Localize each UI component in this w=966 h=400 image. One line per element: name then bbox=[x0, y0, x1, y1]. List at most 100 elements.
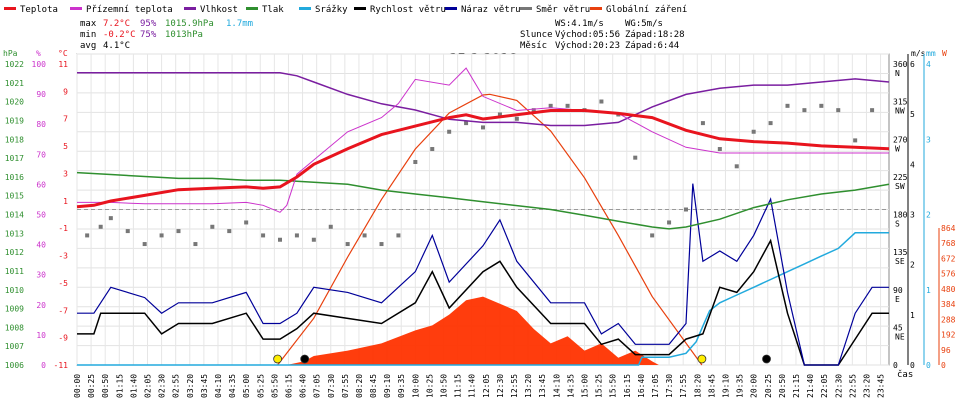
legend-label-6: Náraz větru bbox=[461, 5, 521, 15]
info-sun-rise: Východ:05:56 bbox=[555, 30, 620, 40]
x-tick-label: 16:15 bbox=[623, 374, 632, 398]
x-tick-label: 05:50 bbox=[270, 374, 279, 398]
wind-direction-point bbox=[362, 233, 367, 238]
y-tick-dir-label: E bbox=[895, 295, 900, 304]
plot-area bbox=[76, 67, 890, 366]
wind-direction-point bbox=[278, 237, 282, 242]
y-tick-hpa: 1013 bbox=[5, 229, 24, 238]
y-tick-pct: 100 bbox=[32, 60, 47, 69]
y-tick-hpa: 1009 bbox=[5, 305, 24, 314]
x-tick-label: 14:35 bbox=[566, 374, 575, 398]
y-tick-w: 864 bbox=[941, 224, 956, 233]
y-tick-temp: -11 bbox=[54, 361, 69, 370]
wind-direction-point bbox=[345, 242, 350, 247]
y-tick-ms: 1 bbox=[910, 311, 915, 320]
y-unit-ms: m/s bbox=[911, 49, 926, 58]
series-vlhkost bbox=[77, 71, 890, 127]
y-tick-hpa: 1014 bbox=[5, 211, 24, 220]
y-tick-w: 96 bbox=[941, 346, 951, 355]
stat-max-rain: 1.7mm bbox=[226, 19, 253, 29]
stat-max-temp: 7.2°C bbox=[103, 19, 130, 29]
y-unit-pct: % bbox=[36, 49, 41, 58]
x-tick-label: 15:00 bbox=[581, 374, 590, 398]
marker-moonset bbox=[300, 354, 310, 364]
x-tick-label: 03:20 bbox=[186, 374, 195, 398]
wind-direction-point bbox=[159, 233, 164, 238]
y-tick-pct: 70 bbox=[36, 150, 46, 159]
x-tick-label: 15:25 bbox=[595, 374, 604, 398]
wind-direction-point bbox=[836, 108, 841, 113]
y-tick-dir-label: N bbox=[895, 69, 900, 78]
x-tick-label: 05:25 bbox=[256, 374, 265, 398]
x-tick-label: 17:55 bbox=[679, 374, 688, 398]
wind-direction-point bbox=[328, 224, 333, 229]
series-p-zemn-teplota bbox=[77, 67, 889, 213]
x-tick-label: 11:40 bbox=[468, 374, 477, 398]
marker-sunset bbox=[697, 354, 707, 364]
series-rychlost-v-tru bbox=[77, 238, 889, 366]
wind-direction-point bbox=[294, 233, 299, 238]
y-unit-hpa: hPa bbox=[3, 49, 18, 58]
y-tick-w: 480 bbox=[941, 285, 956, 294]
series-teplota bbox=[76, 109, 890, 209]
y-tick-w: 288 bbox=[941, 315, 956, 324]
wind-direction-point bbox=[193, 242, 198, 247]
stats-block: max 7.2°C 95% 1015.9hPa 1.7mm min -0.2°C… bbox=[80, 19, 253, 51]
y-tick-dir: 315 bbox=[893, 98, 908, 107]
y-tick-dir: 270 bbox=[893, 135, 908, 144]
wind-direction-point bbox=[548, 103, 553, 108]
series-n-raz-v-tru bbox=[77, 183, 889, 366]
x-tick-label: 07:05 bbox=[313, 374, 322, 398]
x-tick-label: 18:20 bbox=[693, 374, 702, 398]
grid bbox=[76, 53, 889, 366]
y-unit-mm: mm bbox=[926, 49, 936, 58]
wind-direction-point bbox=[853, 138, 858, 143]
wind-direction-point bbox=[108, 216, 113, 221]
x-tick-label: 02:05 bbox=[143, 374, 152, 398]
y-tick-hpa: 1018 bbox=[5, 135, 24, 144]
y-tick-temp: 7 bbox=[63, 115, 68, 124]
wind-direction-point bbox=[565, 103, 570, 108]
wind-direction-point bbox=[599, 99, 604, 104]
wind-direction-point bbox=[464, 121, 469, 126]
y-tick-hpa: 1015 bbox=[5, 192, 24, 201]
marker-sunrise bbox=[273, 354, 283, 364]
y-tick-temp: 1 bbox=[63, 197, 68, 206]
x-tick-label: 13:20 bbox=[524, 374, 533, 398]
wind-direction-point bbox=[684, 207, 688, 212]
y-tick-w: 576 bbox=[941, 270, 956, 279]
legend-label-2: Vlhkost bbox=[200, 5, 238, 15]
x-tick-label: 01:15 bbox=[115, 374, 124, 398]
y-tick-temp: 5 bbox=[63, 142, 68, 151]
x-tick-label: 15:50 bbox=[609, 374, 618, 398]
y-tick-mm: 4 bbox=[926, 60, 931, 69]
x-tick-label: 00:25 bbox=[87, 374, 96, 398]
x-tick-label: 12:05 bbox=[482, 374, 491, 398]
legend-label-0: Teplota bbox=[20, 5, 58, 15]
y-tick-dir: 0 bbox=[893, 361, 898, 370]
y-tick-temp: 3 bbox=[63, 169, 68, 178]
info-moon-label: Měsíc bbox=[520, 41, 547, 51]
wind-direction-point bbox=[447, 129, 452, 134]
stat-min-label: min bbox=[80, 30, 96, 40]
x-tick-label: 04:10 bbox=[214, 374, 223, 398]
x-tick-label: 17:30 bbox=[665, 374, 674, 398]
stat-min-press: 1013hPa bbox=[165, 30, 203, 40]
y-unit-w: W bbox=[942, 49, 947, 58]
legend-label-4: Srážky bbox=[315, 5, 348, 15]
legend-swatch-7 bbox=[520, 7, 532, 10]
x-tick-label: 04:35 bbox=[228, 374, 237, 398]
wind-direction-point bbox=[802, 108, 807, 113]
x-tick-label: 16:40 bbox=[637, 374, 646, 398]
wind-direction-point bbox=[210, 224, 215, 229]
y-tick-pct: 20 bbox=[36, 301, 46, 310]
y-tick-ms: 2 bbox=[910, 261, 915, 270]
wind-direction-point bbox=[481, 125, 485, 130]
wind-direction-point bbox=[142, 242, 147, 247]
y-tick-w: 0 bbox=[941, 361, 946, 370]
x-tick-label: 09:35 bbox=[397, 374, 406, 398]
y-tick-mm: 0 bbox=[926, 361, 931, 370]
y-tick-mm: 2 bbox=[926, 211, 931, 220]
x-tick-label: 21:40 bbox=[806, 374, 815, 398]
y-tick-dir: 225 bbox=[893, 173, 908, 182]
